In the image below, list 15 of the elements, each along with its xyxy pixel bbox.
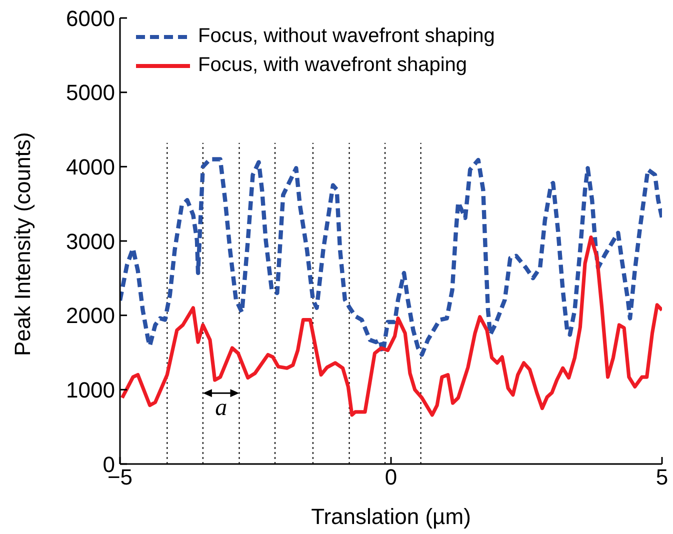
legend-label: Focus, without wavefront shaping xyxy=(198,24,495,49)
x-axis-title: Translation (µm) xyxy=(311,504,471,529)
legend-label: Focus, with wavefront shaping xyxy=(198,53,468,78)
y-tick-label: 6000 xyxy=(66,6,115,31)
x-tick-label: 5 xyxy=(656,464,668,490)
y-tick-label: 3000 xyxy=(66,228,115,254)
line-series xyxy=(120,235,662,417)
x-tick-label: 0 xyxy=(384,464,398,490)
y-tick-label: 1000 xyxy=(66,377,115,402)
y-tick-label: 5000 xyxy=(66,80,115,106)
annotation: a xyxy=(215,395,228,422)
y-tick-label: 2000 xyxy=(66,303,115,328)
line-series xyxy=(120,157,662,357)
y-tick-label: 4000 xyxy=(66,154,115,180)
y-axis-title: Peak Intensity (counts) xyxy=(10,132,35,356)
